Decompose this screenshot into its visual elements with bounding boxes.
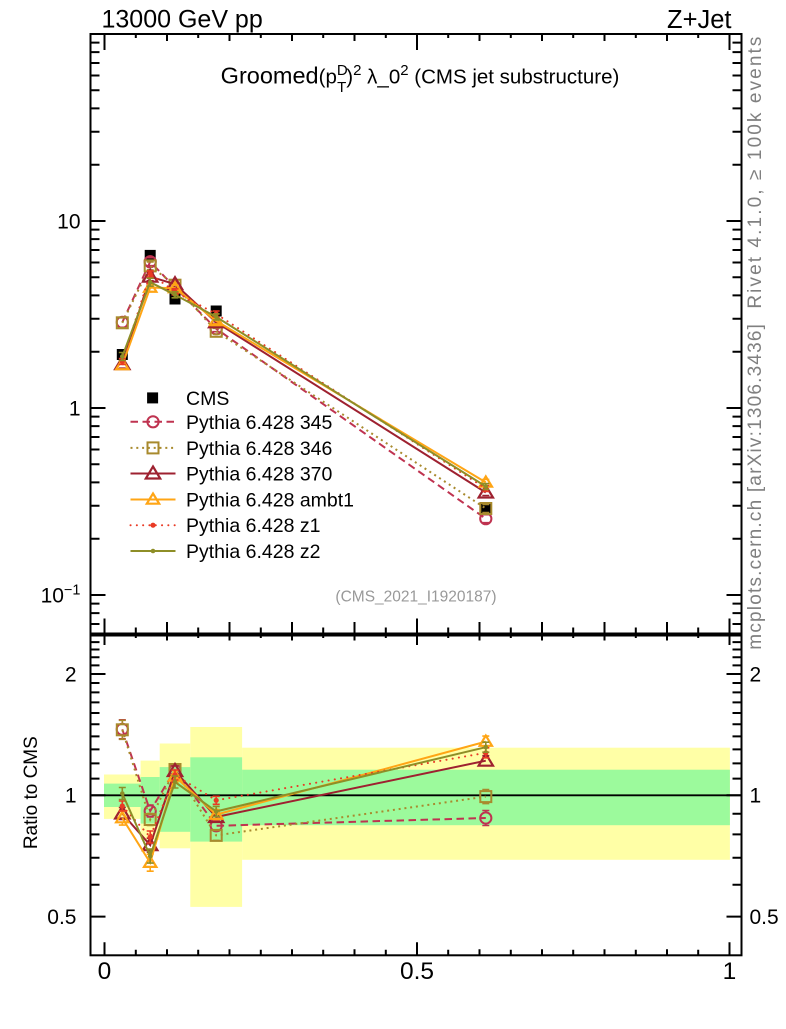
svg-text:0.5: 0.5: [47, 906, 76, 929]
svg-text:0.5: 0.5: [750, 906, 779, 929]
svg-text:Pythia 6.428 z2: Pythia 6.428 z2: [186, 541, 320, 563]
svg-text:Pythia 6.428 345: Pythia 6.428 345: [186, 412, 333, 434]
svg-text:2: 2: [65, 663, 77, 686]
svg-text:0.5: 0.5: [400, 958, 434, 985]
svg-text:13000 GeV pp: 13000 GeV pp: [102, 6, 263, 34]
svg-text:Ratio to CMS: Ratio to CMS: [21, 736, 42, 849]
svg-text:CMS: CMS: [186, 388, 229, 410]
svg-text:1: 1: [723, 958, 737, 985]
svg-text:Pythia 6.428 z1: Pythia 6.428 z1: [186, 515, 320, 537]
svg-text:Pythia 6.428 ambt1: Pythia 6.428 ambt1: [186, 490, 354, 512]
svg-text:1: 1: [750, 785, 762, 808]
svg-text:Z+Jet: Z+Jet: [667, 6, 732, 34]
svg-text:1: 1: [69, 397, 81, 420]
svg-text:Groomed(pDT)2 λ_02 (CMS jet su: Groomed(pD T)2 λ_02 (CMS jet substructure…: [221, 62, 620, 96]
svg-text:(CMS_2021_I1920187): (CMS_2021_I1920187): [335, 589, 496, 606]
svg-text:0: 0: [98, 958, 112, 985]
svg-text:Rivet 4.1.0, ≥ 100k events: Rivet 4.1.0, ≥ 100k events: [745, 35, 766, 309]
svg-text:mcplots.cern.ch [arXiv:1306.34: mcplots.cern.ch [arXiv:1306.3436]: [745, 323, 766, 650]
svg-text:10: 10: [57, 210, 80, 233]
svg-text:2: 2: [750, 663, 762, 686]
svg-text:1: 1: [65, 785, 77, 808]
svg-text:Pythia 6.428 370: Pythia 6.428 370: [186, 464, 333, 486]
svg-text:Pythia 6.428 346: Pythia 6.428 346: [186, 438, 332, 460]
